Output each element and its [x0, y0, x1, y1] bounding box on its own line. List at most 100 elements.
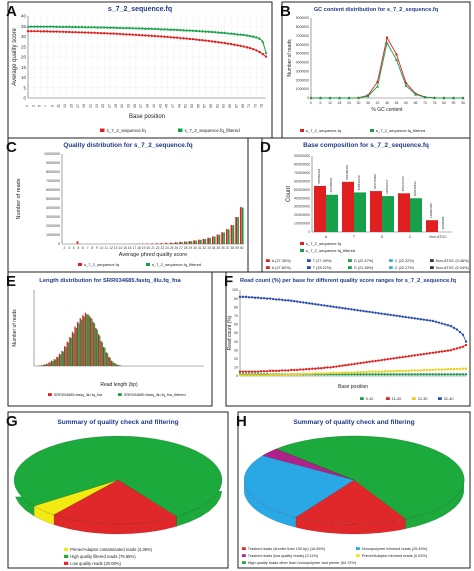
- data-point: [344, 373, 347, 376]
- chart-title: Length distribution for SRR034685.fastq_…: [39, 278, 181, 284]
- y-tick-label: 100000000: [294, 222, 310, 226]
- bar: [237, 217, 239, 244]
- legend-swatch: [438, 397, 442, 400]
- data-point: [461, 333, 465, 336]
- x-tick-label: 33: [207, 246, 211, 250]
- data-label: 400018813: [413, 181, 417, 196]
- x-tick-label: 5: [38, 105, 42, 107]
- data-point: [464, 373, 468, 376]
- data-point: [452, 367, 456, 371]
- bar: [197, 239, 200, 244]
- y-tick-label: 1000000: [296, 87, 309, 91]
- x-axis-label: Base position: [129, 114, 165, 120]
- y-tick-label: 35: [21, 24, 27, 29]
- data-point: [277, 298, 281, 301]
- data-point: [77, 31, 80, 34]
- x-tick-label: 37: [139, 104, 143, 108]
- bar: [101, 342, 103, 366]
- data-point: [80, 31, 84, 34]
- data-label: 43608909: [441, 216, 445, 230]
- data-point: [220, 41, 223, 44]
- data-point: [374, 359, 377, 363]
- x-tick-label: 47: [171, 104, 175, 108]
- data-point: [274, 298, 278, 301]
- data-point: [389, 357, 392, 360]
- legend-label: s_7_2_sequence.fq: [84, 262, 119, 267]
- data-point: [353, 308, 356, 311]
- bar: [225, 229, 228, 244]
- bar: [62, 351, 64, 366]
- data-point: [172, 28, 176, 31]
- x-tick-label: 26: [175, 246, 179, 250]
- x-tick-label: 66: [414, 101, 418, 105]
- panel-b: B GC content distribution for s_7_2_seque…: [280, 1, 471, 139]
- data-point: [287, 369, 290, 372]
- legend-swatch: [430, 259, 434, 262]
- y-tick-label: 10000000: [44, 152, 60, 156]
- data-point: [277, 373, 281, 376]
- legend-swatch: [307, 266, 311, 269]
- data-point: [235, 32, 239, 36]
- data-point: [64, 30, 68, 34]
- data-point: [464, 343, 468, 347]
- x-axis-label: Read length (bp): [100, 382, 138, 388]
- x-tick-label: 69: [241, 104, 245, 108]
- x-tick-label: 65: [228, 104, 232, 108]
- x-tick-label: 2: [63, 246, 65, 250]
- data-point: [244, 295, 248, 299]
- x-tick-label: Non-ATGC: [429, 235, 447, 239]
- bar: [70, 337, 72, 366]
- data-point: [159, 27, 163, 31]
- bar: [183, 241, 186, 244]
- bar: [87, 314, 89, 366]
- data-point: [461, 367, 465, 370]
- x-tick-label: 38: [231, 246, 235, 250]
- data-point: [437, 321, 441, 324]
- legend-label: s_7_2_sequence.fq: [306, 128, 341, 133]
- legend-label: 31-40: [444, 397, 454, 401]
- x-tick-label: 28: [184, 246, 188, 250]
- data-point: [131, 26, 135, 30]
- bar: [97, 334, 100, 366]
- data-point: [414, 92, 417, 96]
- legend-swatch: [242, 561, 246, 564]
- legend-label: Trashed reads (low quality reads) (3.11%…: [248, 554, 319, 558]
- data-point: [434, 368, 438, 371]
- x-tick-label: 27: [179, 246, 183, 250]
- data-point: [323, 366, 326, 370]
- y-axis-label: Number of reads: [16, 178, 22, 219]
- bar: [218, 234, 221, 244]
- data-point: [36, 24, 40, 28]
- x-tick-label: 53: [190, 104, 194, 108]
- y-axis-label: Count: [286, 186, 292, 202]
- data-point: [407, 369, 410, 373]
- x-tick-label: 18: [137, 246, 141, 250]
- data-point: [410, 354, 413, 357]
- data-point: [326, 304, 329, 308]
- data-point: [341, 371, 344, 374]
- y-tick-label: 300000000: [294, 205, 310, 209]
- legend-label: s_7_2_sequence.fq: [306, 241, 341, 246]
- bar: [47, 363, 49, 366]
- data-point: [115, 32, 119, 36]
- data-point: [350, 363, 353, 366]
- data-point: [458, 346, 462, 349]
- data-point: [42, 24, 46, 28]
- panel-letter: B: [280, 3, 291, 20]
- legend-swatch: [146, 263, 150, 266]
- data-point: [268, 297, 272, 300]
- bar: [179, 241, 181, 244]
- legend-label: Trashed reads (shorter than 100 bp) (16.…: [248, 547, 326, 551]
- x-tick-label: 30: [193, 246, 197, 250]
- x-tick-label: 6: [320, 101, 322, 105]
- bar: [176, 242, 179, 244]
- bar: [43, 364, 45, 366]
- y-tick-label: 200000000: [294, 213, 310, 217]
- panel-frame: [7, 1, 273, 139]
- legend-swatch: [348, 266, 352, 269]
- data-point: [74, 25, 78, 29]
- data-point: [245, 33, 249, 37]
- data-point: [368, 310, 371, 314]
- data-point: [452, 96, 455, 100]
